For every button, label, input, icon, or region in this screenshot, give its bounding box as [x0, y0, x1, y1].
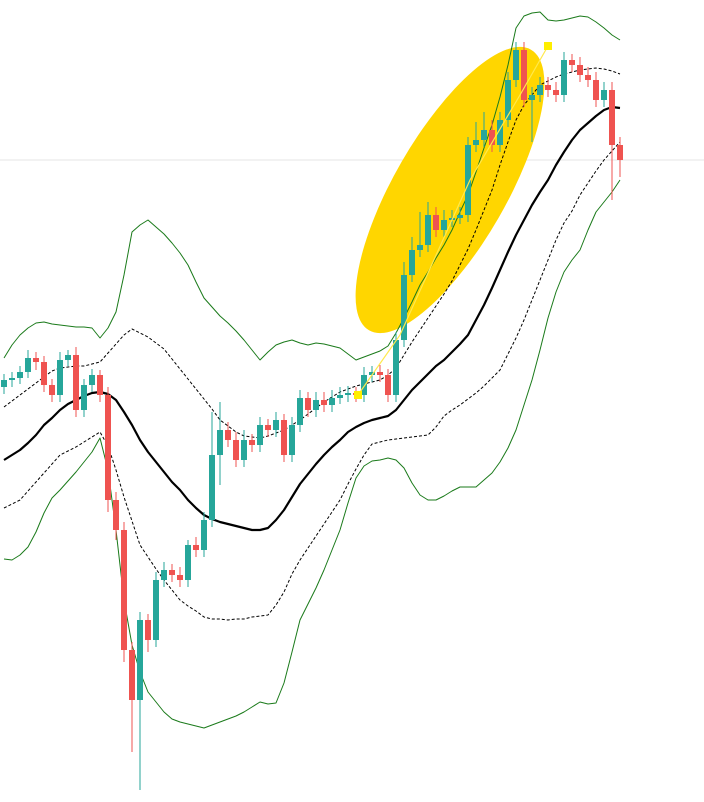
- highlight-ellipse: [355, 46, 545, 334]
- candle-body: [553, 90, 559, 95]
- candle-body: [321, 400, 327, 405]
- candle-body: [233, 440, 239, 460]
- candle-body: [465, 145, 471, 215]
- candle-body: [257, 425, 263, 445]
- candle-body: [225, 430, 231, 440]
- candle-body: [585, 75, 591, 80]
- candle-body: [425, 215, 431, 245]
- candle-body: [609, 90, 615, 145]
- band-line: [3, 105, 621, 532]
- candle-body: [497, 120, 503, 145]
- candle-body: [169, 570, 175, 575]
- candle-body: [73, 355, 79, 410]
- candle-body: [265, 425, 271, 430]
- candle-body: [273, 420, 279, 430]
- candle-body: [217, 430, 223, 455]
- candle-body: [393, 340, 399, 395]
- candle-body: [561, 60, 567, 95]
- candle-body: [97, 375, 103, 395]
- candle-body: [329, 398, 335, 405]
- candle-body: [33, 358, 39, 362]
- candle-body: [537, 85, 543, 95]
- candle-body: [337, 395, 343, 398]
- annotation-marker: [354, 391, 362, 399]
- candle-body: [57, 360, 63, 395]
- band-line: [3, 11, 621, 361]
- candle-body: [529, 95, 535, 100]
- band-line: [3, 179, 621, 729]
- candle-body: [153, 580, 159, 640]
- candle-body: [121, 530, 127, 650]
- candle-body: [113, 500, 119, 530]
- candle-body: [521, 50, 527, 100]
- candle-body: [17, 372, 23, 378]
- candle-body: [313, 400, 319, 410]
- candle-body: [417, 245, 423, 250]
- candle-body: [297, 398, 303, 425]
- candle-body: [9, 378, 15, 380]
- candle-body: [185, 545, 191, 580]
- candle-body: [105, 395, 111, 500]
- candle-body: [209, 455, 215, 520]
- candle-body: [433, 215, 439, 230]
- candle-body: [441, 220, 447, 230]
- annotation-marker: [544, 42, 552, 50]
- candle-body: [617, 145, 623, 160]
- candle-body: [65, 355, 71, 360]
- candle-body: [161, 570, 167, 580]
- candle-body: [177, 575, 183, 580]
- candle-body: [249, 440, 255, 445]
- candle-body: [41, 362, 47, 385]
- candle-body: [129, 650, 135, 700]
- candle-body: [145, 620, 151, 640]
- candle-body: [601, 90, 607, 100]
- candle-body: [345, 393, 351, 395]
- candle-body: [545, 85, 551, 90]
- candle-body: [1, 380, 7, 387]
- candle-body: [361, 375, 367, 395]
- candle-body: [369, 372, 375, 375]
- candle-body: [489, 130, 495, 145]
- candle-body: [305, 398, 311, 410]
- candle-body: [81, 385, 87, 410]
- candle-body: [473, 140, 479, 145]
- candle-body: [377, 372, 383, 375]
- candle-body: [409, 250, 415, 275]
- candle-body: [505, 80, 511, 120]
- candle-body: [401, 275, 407, 340]
- candle-body: [481, 130, 487, 140]
- candle-body: [513, 50, 519, 80]
- candle-body: [241, 440, 247, 460]
- candle-body: [577, 65, 583, 75]
- candle-body: [593, 80, 599, 100]
- candle-layer: [1, 42, 623, 790]
- candle-body: [49, 385, 55, 395]
- candle-body: [457, 215, 463, 218]
- candle-body: [281, 420, 287, 455]
- candle-body: [569, 60, 575, 65]
- candle-body: [385, 375, 391, 395]
- candle-body: [137, 620, 143, 700]
- candle-body: [193, 545, 199, 550]
- candle-body: [201, 520, 207, 550]
- trend-annotation: [357, 45, 549, 396]
- candle-body: [89, 375, 95, 385]
- candle-body: [25, 358, 31, 372]
- band-line: [3, 67, 621, 439]
- candle-body: [289, 425, 295, 455]
